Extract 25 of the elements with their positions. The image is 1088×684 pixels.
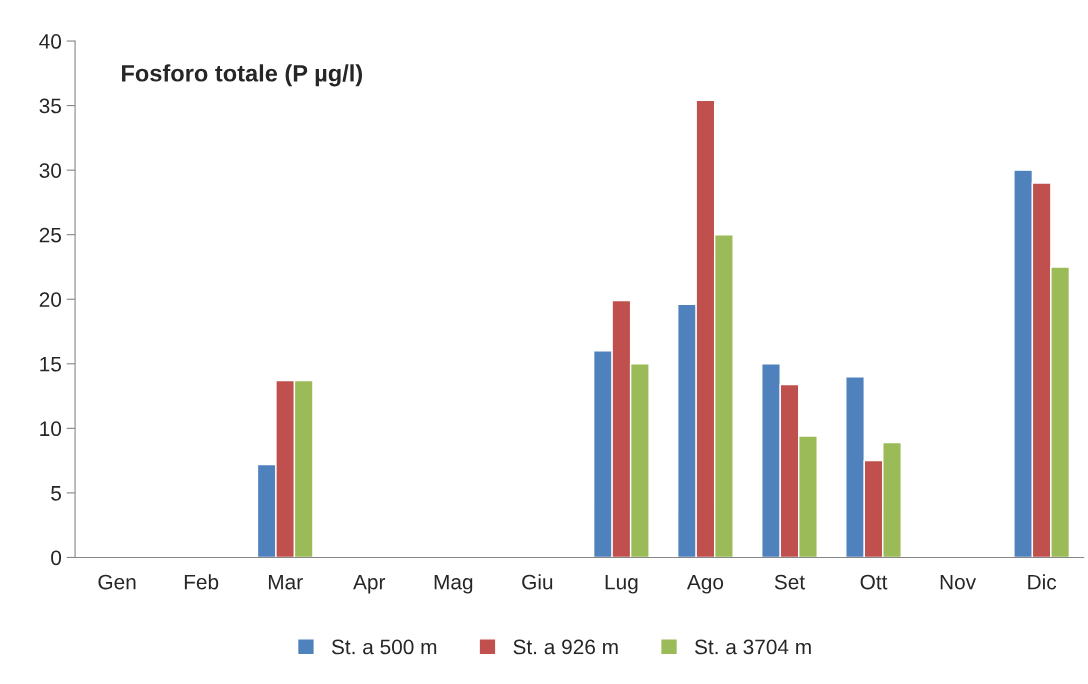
legend-label: St. a 500 m bbox=[331, 639, 437, 655]
y-tick-label: 10 bbox=[40, 421, 62, 437]
x-tick-label: Lug bbox=[605, 574, 638, 594]
y-tick-label: 0 bbox=[51, 550, 62, 566]
x-tick-label: Apr bbox=[353, 574, 386, 594]
y-tick-label: 25 bbox=[39, 227, 62, 243]
x-tick-label: Dic bbox=[1028, 574, 1057, 590]
y-tick-label: 20 bbox=[39, 292, 62, 307]
x-tick-label: Mag bbox=[434, 574, 473, 594]
y-tick-label: 40 bbox=[39, 34, 62, 49]
x-tick-label: Giu bbox=[522, 574, 553, 590]
y-tick-label: 5 bbox=[51, 486, 62, 501]
y-tick-label: 35 bbox=[39, 98, 62, 114]
x-tick-label: Ago bbox=[686, 574, 724, 594]
x-tick-label: Gen bbox=[98, 574, 136, 590]
x-tick-label: Set bbox=[774, 574, 805, 590]
x-tick-label: Ott bbox=[860, 574, 888, 590]
x-tick-label: Nov bbox=[940, 574, 977, 590]
legend-label: St. a 926 m bbox=[513, 639, 618, 655]
text: Fosforo totale (P µg/l) bbox=[122, 64, 363, 87]
x-tick-label: Feb bbox=[184, 574, 219, 590]
y-tick-label: 30 bbox=[39, 163, 62, 178]
x-tick-label: Mar bbox=[268, 574, 303, 590]
legend-label: St. a 3704 m bbox=[694, 639, 811, 655]
y-tick-label: 15 bbox=[40, 357, 62, 372]
